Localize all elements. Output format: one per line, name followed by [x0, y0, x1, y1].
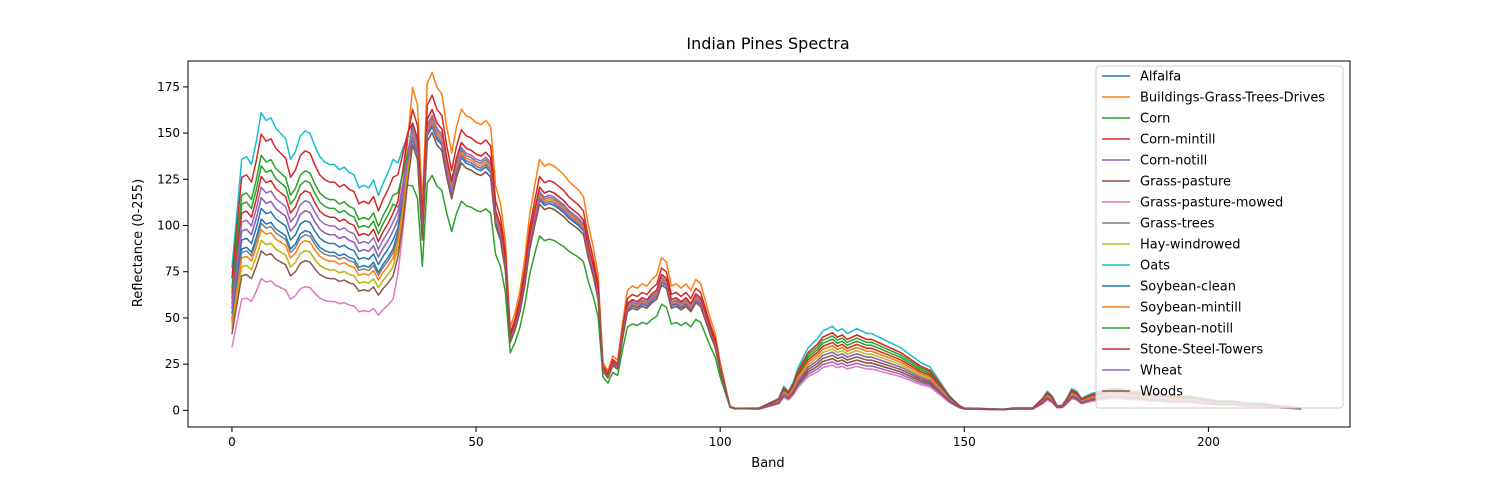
y-tick-label: 175: [157, 80, 180, 94]
legend-label-corn: Corn: [1140, 112, 1170, 127]
legend-label-corn-mintill: Corn-mintill: [1140, 133, 1216, 148]
legend-label-woods: Woods: [1140, 385, 1183, 400]
legend-label-soybean-notill: Soybean-notill: [1140, 322, 1233, 337]
legend-label-corn-notill: Corn-notill: [1140, 154, 1207, 169]
legend-label-soybean-mintill: Soybean-mintill: [1140, 301, 1242, 316]
y-tick-label: 25: [165, 357, 180, 371]
legend-label-grass-pasture: Grass-pasture: [1140, 175, 1231, 190]
legend-label-oats: Oats: [1140, 259, 1170, 274]
legend-label-grass-trees: Grass-trees: [1140, 217, 1215, 232]
y-tick-label: 150: [157, 126, 180, 140]
axes-frame: [187, 60, 1351, 428]
y-tick-label: 75: [165, 265, 180, 279]
x-axis-label: Band: [751, 456, 784, 471]
y-tick-label: 125: [157, 172, 180, 186]
y-tick-label: 0: [172, 403, 180, 417]
chart-title: Indian Pines Spectra: [686, 34, 849, 53]
x-tick-label: 200: [1197, 435, 1220, 449]
y-tick-label: 100: [157, 219, 180, 233]
legend: Alfalfa Buildings-Grass-Trees-Drives Corn C…: [1095, 65, 1344, 409]
y-axis-label: Reflectance (0-255): [131, 179, 146, 307]
legend-label-buildings-grass-trees-drives: Buildings-Grass-Trees-Drives: [1140, 91, 1325, 106]
legend-label-grass-pasture-mowed: Grass-pasture-mowed: [1140, 196, 1283, 211]
legend-label-wheat: Wheat: [1140, 364, 1182, 379]
legend-label-soybean-clean: Soybean-clean: [1140, 280, 1236, 295]
y-tick-label: 50: [165, 311, 180, 325]
axes-layer: 0 50 100 150 200 0 25 50 75 100 125 150 175: [157, 60, 1351, 449]
x-tick-label: 0: [228, 435, 236, 449]
legend-box: [1095, 65, 1344, 409]
legend-label-stone-steel-towers: Stone-Steel-Towers: [1140, 343, 1263, 358]
x-tick-label: 100: [709, 435, 732, 449]
legend-label-hay-windrowed: Hay-windrowed: [1140, 238, 1241, 253]
x-tick-label: 150: [953, 435, 976, 449]
x-tick-label: 50: [468, 435, 483, 449]
legend-label-alfalfa: Alfalfa: [1140, 70, 1181, 85]
